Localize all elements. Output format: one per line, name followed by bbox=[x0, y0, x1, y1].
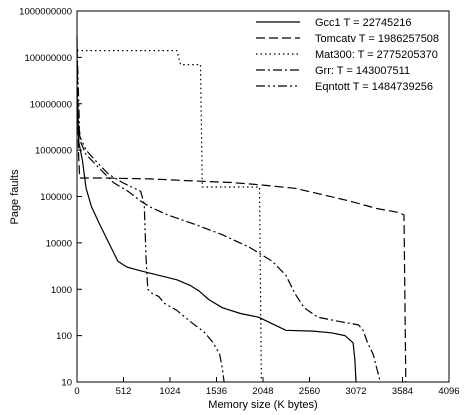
legend-label: Mat300: T = 2775205370 bbox=[315, 49, 438, 61]
y-tick-label: 10000000 bbox=[30, 99, 72, 110]
x-tick-label: 2560 bbox=[299, 386, 320, 397]
x-tick-label: 0 bbox=[74, 386, 79, 397]
x-tick-label: 512 bbox=[116, 386, 132, 397]
x-tick-label: 1024 bbox=[159, 386, 180, 397]
x-axis-title: Memory size (K bytes) bbox=[208, 399, 317, 411]
y-axis-title: Page faults bbox=[9, 169, 21, 225]
series-line-4 bbox=[76, 108, 381, 383]
y-tick-label: 1000000000 bbox=[19, 7, 72, 18]
x-tick-label: 4096 bbox=[438, 386, 459, 397]
y-tick-label: 10000 bbox=[46, 238, 72, 249]
series-line-2 bbox=[76, 35, 407, 383]
series-line-5 bbox=[76, 43, 225, 383]
legend-label: Grr: T = 143007511 bbox=[315, 65, 410, 77]
y-tick-label: 100000000 bbox=[24, 53, 72, 64]
x-tick-label: 3072 bbox=[345, 386, 366, 397]
y-tick-label: 100 bbox=[56, 331, 72, 342]
legend: Gcc1 T = 22745216 Tomcatv T = 1986257508 M… bbox=[256, 17, 439, 93]
legend-label: Tomcatv T = 1986257508 bbox=[315, 33, 439, 45]
y-tick-label: 1000000 bbox=[35, 146, 72, 157]
series-line-3 bbox=[77, 50, 262, 383]
legend-label: Gcc1 T = 22745216 bbox=[315, 17, 412, 29]
legend-label: Eqntott T = 1484739256 bbox=[315, 81, 433, 93]
y-tick-label: 10 bbox=[61, 378, 72, 389]
x-tick-label: 3584 bbox=[392, 386, 413, 397]
y-tick-label: 1000 bbox=[51, 285, 72, 296]
y-tick-label: 100000 bbox=[40, 192, 72, 203]
series-line-1 bbox=[76, 89, 357, 383]
x-tick-label: 1536 bbox=[206, 386, 227, 397]
x-tick-label: 2048 bbox=[252, 386, 273, 397]
series-layer bbox=[76, 35, 407, 383]
